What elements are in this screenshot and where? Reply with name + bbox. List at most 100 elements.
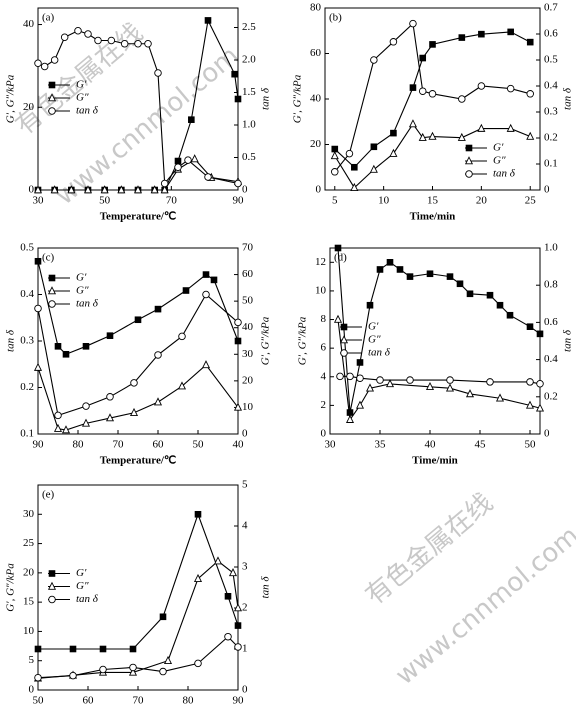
data-point xyxy=(366,301,374,309)
data-point xyxy=(233,402,243,411)
data-point xyxy=(105,413,115,422)
data-point xyxy=(418,87,427,95)
data-point xyxy=(331,168,339,176)
x-tick-label: 60 xyxy=(83,695,95,707)
y2-tick-label: 0.2 xyxy=(544,132,558,144)
x-tick-label: 60 xyxy=(153,439,165,451)
y-tick-label: 10 xyxy=(23,625,35,637)
data-point xyxy=(177,381,187,390)
data-point xyxy=(233,603,243,612)
data-point xyxy=(356,374,364,382)
data-point xyxy=(428,90,437,98)
data-point xyxy=(376,376,384,384)
data-point xyxy=(62,350,70,358)
legend-marker xyxy=(465,144,473,152)
data-point xyxy=(213,556,223,565)
legend-marker xyxy=(465,170,473,178)
data-point xyxy=(150,185,159,194)
data-point xyxy=(426,270,434,278)
data-point xyxy=(456,280,464,288)
y2-tick-label: 0.4 xyxy=(544,353,558,365)
data-point xyxy=(458,34,466,41)
y2-tick-label: 0.5 xyxy=(544,54,558,66)
data-point xyxy=(160,185,169,194)
y-tick-label: 2 xyxy=(321,399,327,411)
data-point xyxy=(446,273,454,280)
y-axis-label: G′, G″/kPa xyxy=(5,74,17,123)
data-point xyxy=(419,54,427,62)
data-point xyxy=(351,163,358,171)
y2-tick-label: 60 xyxy=(242,268,254,280)
data-point xyxy=(526,378,534,386)
data-point xyxy=(34,645,42,653)
data-point xyxy=(94,36,102,45)
data-point xyxy=(465,389,475,398)
data-point xyxy=(50,185,59,194)
data-point xyxy=(163,655,173,664)
data-point xyxy=(477,123,486,132)
data-point xyxy=(345,149,354,158)
data-point xyxy=(61,425,71,434)
data-point xyxy=(406,273,414,280)
y-tick-label: 0.4 xyxy=(20,288,34,300)
x-axis-label: Temperature/℃ xyxy=(100,211,177,223)
data-point xyxy=(184,156,192,164)
data-point xyxy=(100,185,109,194)
data-point xyxy=(153,397,163,406)
legend-label: G″ xyxy=(368,334,381,346)
data-point xyxy=(33,185,43,194)
data-point xyxy=(333,314,343,323)
data-point xyxy=(99,645,107,653)
data-point xyxy=(82,402,90,410)
y2-tick-label: 0.2 xyxy=(544,390,558,402)
data-point xyxy=(204,17,212,24)
y-tick-label: 0 xyxy=(29,184,35,196)
legend-marker xyxy=(47,581,57,590)
data-point xyxy=(429,41,436,48)
legend-marker xyxy=(48,570,56,577)
series-line xyxy=(37,635,239,679)
y-tick-label: 0 xyxy=(316,184,322,196)
data-point xyxy=(129,407,139,416)
panel-label: (b) xyxy=(329,12,342,24)
data-point xyxy=(33,362,43,371)
x-tick-label: 30 xyxy=(325,439,337,451)
data-point xyxy=(346,372,354,381)
data-point xyxy=(204,173,212,181)
data-point xyxy=(234,643,242,651)
y2-tick-label: 0 xyxy=(544,428,550,440)
x-tick-label: 50 xyxy=(193,439,205,451)
y-tick-label: 40 xyxy=(310,93,322,105)
data-point xyxy=(495,393,505,402)
y2-tick-label: 30 xyxy=(242,348,254,360)
y2-tick-label: 0.4 xyxy=(544,80,558,92)
data-point xyxy=(389,38,398,46)
y-tick-label: 20 xyxy=(23,566,35,578)
x-axis-label: Time/min xyxy=(412,455,458,467)
data-point xyxy=(120,40,129,48)
y-tick-label: 0.5 xyxy=(20,242,34,254)
y-axis-label: G′, G″/kPa xyxy=(297,316,309,365)
y-tick-label: 80 xyxy=(310,2,322,14)
y2-tick-label: 3 xyxy=(242,561,248,573)
y-tick-label: 12 xyxy=(315,256,326,268)
y2-tick-label: 1.5 xyxy=(242,86,256,98)
x-tick-label: 50 xyxy=(33,695,45,707)
legend-label: G″ xyxy=(76,580,89,592)
y2-tick-label: 0.5 xyxy=(242,151,256,163)
y-tick-label: 6 xyxy=(321,342,327,354)
legend-marker xyxy=(339,335,349,344)
x-axis-label: Time/min xyxy=(410,211,456,223)
data-point xyxy=(82,343,90,350)
y2-tick-label: 40 xyxy=(242,321,254,333)
legend-label: tan δ xyxy=(493,168,516,180)
data-point xyxy=(525,400,535,409)
y2-tick-label: 0 xyxy=(242,184,248,196)
legend-label: G′ xyxy=(76,567,87,579)
data-point xyxy=(486,378,494,386)
y-axis-label: tan δ xyxy=(5,329,17,352)
legend-marker xyxy=(340,323,348,331)
data-point xyxy=(193,573,203,582)
data-point xyxy=(106,393,114,401)
data-point xyxy=(154,69,162,77)
